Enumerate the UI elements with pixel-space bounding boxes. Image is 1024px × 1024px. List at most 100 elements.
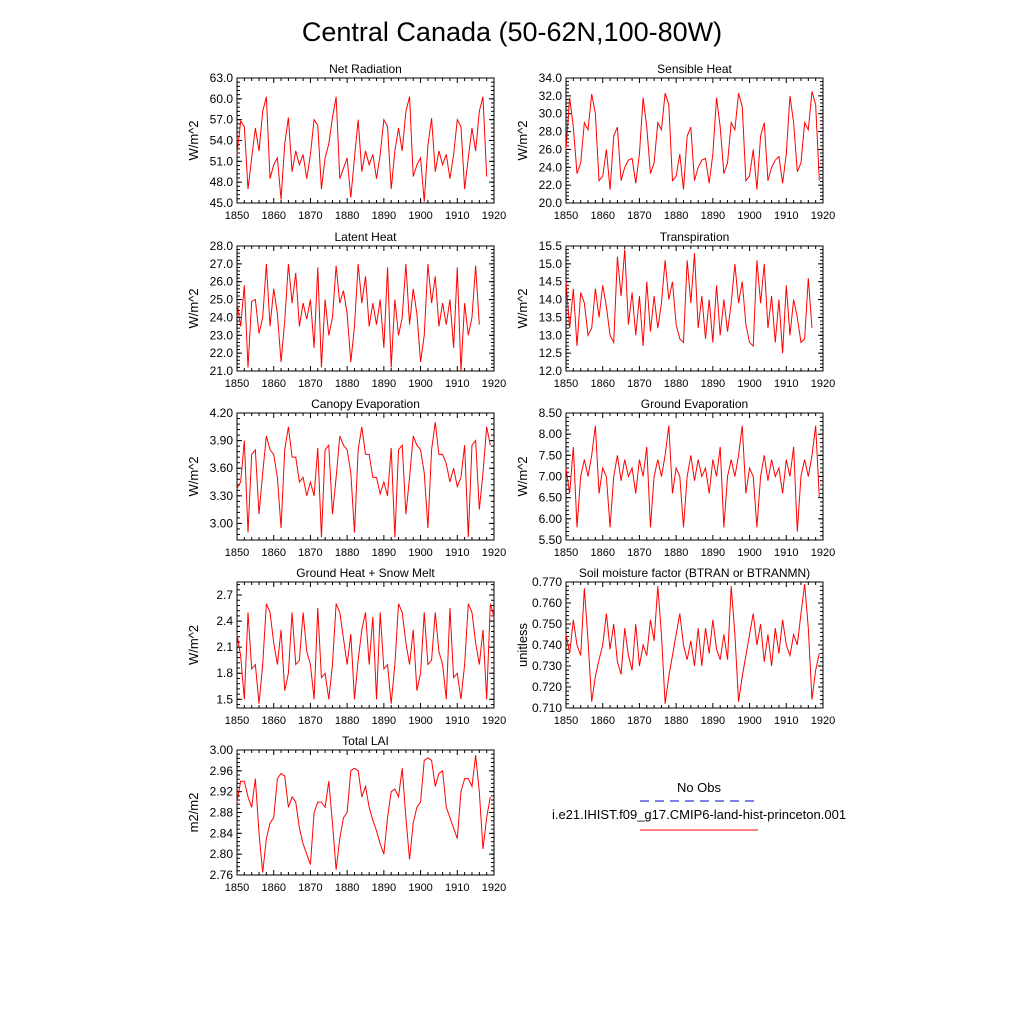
panel-3-frame: [236, 245, 495, 372]
panel-1-ytick-label: 48.0: [210, 175, 234, 189]
panel-6-ytick-label: 6.00: [539, 512, 563, 526]
panel-2: Sensible Heat W/m^2 1850 1860 1870 1880 1890 19…: [515, 62, 835, 222]
panel-2-xtick-label: 1910: [774, 210, 798, 222]
panel-6-ytick-label: 7.00: [539, 470, 563, 484]
panel-1-series-line: [236, 96, 488, 202]
panel-8-ytick-label: 0.740: [532, 638, 562, 652]
panel-8-ytick-label: 0.720: [532, 680, 562, 694]
panel-4: Transpiration W/m^2 1850 1860 1870 1880 1890 19…: [515, 230, 835, 390]
panel-4-ytick-label: 13.5: [539, 310, 563, 324]
panel-8-ytick-label: 0.770: [532, 575, 562, 589]
panel-4-xtick-label: 1900: [737, 378, 761, 390]
panel-9-ytick-label: 2.84: [210, 826, 234, 840]
panel-9-ytick-label: 2.92: [210, 785, 234, 799]
panel-2-frame: [565, 77, 824, 204]
panel-6-ytick-label: 8.50: [539, 406, 563, 420]
panel-7-series-line: [236, 603, 495, 704]
panel-1-title: Net Radiation: [329, 62, 402, 76]
panel-7-ytick-label: 1.5: [216, 692, 233, 706]
panel-6-series-line: [565, 425, 820, 532]
panel-5-title: Canopy Evaporation: [311, 397, 420, 411]
panel-3-series-line: [236, 263, 480, 372]
panel-3-title: Latent Heat: [334, 230, 397, 244]
panel-8-xtick-label: 1850: [554, 715, 578, 727]
panel-5-ytick-label: 4.20: [210, 406, 234, 420]
panel-1-xtick-label: 1860: [261, 210, 285, 222]
legend-obs-label: No Obs: [677, 780, 722, 795]
panel-9-title: Total LAI: [342, 734, 389, 748]
figure-title: Central Canada (50-62N,100-80W): [302, 17, 722, 47]
panel-4-xtick-label: 1880: [664, 378, 688, 390]
panel-5-xtick-label: 1860: [261, 547, 285, 559]
panel-7-ytick-label: 1.8: [216, 666, 233, 680]
legend-model-label: i.e21.IHIST.f09_g17.CMIP6-land-hist-prin…: [552, 807, 846, 822]
panel-9-ytick-label: 3.00: [210, 743, 234, 757]
panel-9-series-line: [236, 755, 491, 873]
panel-4-frame: [565, 245, 824, 372]
panel-6-xtick-label: 1910: [774, 547, 798, 559]
panel-8-ylabel: unitless: [515, 622, 530, 667]
panel-8-xtick-label: 1860: [590, 715, 614, 727]
panel-6-xtick-label: 1890: [701, 547, 725, 559]
panel-2-xtick-label: 1850: [554, 210, 578, 222]
panel-4-xtick-label: 1890: [701, 378, 725, 390]
panel-9-ytick-label: 2.88: [210, 806, 234, 820]
panel-4-title: Transpiration: [660, 230, 730, 244]
panel-7-ytick-label: 2.1: [216, 640, 233, 654]
panel-3-ytick-label: 23.0: [210, 328, 234, 342]
panel-5-xtick-label: 1870: [298, 547, 322, 559]
panel-2-ytick-label: 30.0: [539, 107, 563, 121]
panel-9-xtick-label: 1920: [482, 882, 506, 894]
panel-4-ytick-label: 14.5: [539, 275, 563, 289]
panel-8-ytick-label: 0.750: [532, 617, 562, 631]
panel-9-xtick-label: 1880: [335, 882, 359, 894]
panel-5-xtick-label: 1920: [482, 547, 506, 559]
panel-2-ytick-label: 26.0: [539, 142, 563, 156]
panel-7: Ground Heat + Snow Melt W/m^2 1850 1860 1870…: [186, 566, 506, 727]
panel-5-ylabel: W/m^2: [186, 456, 201, 496]
panel-5-ytick-label: 3.60: [210, 461, 234, 475]
panel-3-ytick-label: 27.0: [210, 257, 234, 271]
panel-4-xtick-label: 1910: [774, 378, 798, 390]
panel-4-ytick-label: 12.5: [539, 346, 563, 360]
panel-1-xtick-label: 1910: [445, 210, 469, 222]
panel-7-ytick-label: 2.4: [216, 614, 233, 628]
panel-8-frame: [565, 581, 824, 709]
panel-1-ytick-label: 60.0: [210, 92, 234, 106]
panel-2-ytick-label: 34.0: [539, 71, 563, 85]
panel-8-xtick-label: 1900: [737, 715, 761, 727]
panel-5-xtick-label: 1850: [225, 547, 249, 559]
panel-5-xtick-label: 1910: [445, 547, 469, 559]
panel-2-xtick-label: 1920: [811, 210, 835, 222]
panel-4-ytick-label: 13.0: [539, 328, 563, 342]
panel-7-xtick-label: 1910: [445, 715, 469, 727]
panel-3: Latent Heat W/m^2 1850 1860 1870 1880 1890 1900…: [186, 230, 506, 390]
panel-1-xtick-label: 1920: [482, 210, 506, 222]
panel-6-ytick-label: 5.50: [539, 533, 563, 547]
panel-8-ytick-label: 0.710: [532, 701, 562, 715]
panel-4-series-line: [565, 249, 813, 354]
panel-3-xtick-label: 1870: [298, 378, 322, 390]
panel-4-ytick-label: 15.5: [539, 239, 563, 253]
panel-2-xtick-label: 1860: [590, 210, 614, 222]
panel-9-ytick-label: 2.80: [210, 847, 234, 861]
panel-8-xtick-label: 1920: [811, 715, 835, 727]
panel-1-xtick-label: 1890: [372, 210, 396, 222]
panel-3-xtick-label: 1850: [225, 378, 249, 390]
panels: Net Radiation W/m^2 1850 1860 1870 1880 1890 19…: [186, 62, 835, 894]
panel-3-ytick-label: 22.0: [210, 346, 234, 360]
panel-7-ylabel: W/m^2: [186, 625, 201, 665]
panel-6-ytick-label: 6.50: [539, 491, 563, 505]
panel-8-xtick-label: 1890: [701, 715, 725, 727]
panel-9-ylabel: m2/m2: [186, 793, 201, 833]
panel-3-ytick-label: 21.0: [210, 364, 234, 378]
panel-1: Net Radiation W/m^2 1850 1860 1870 1880 1890 19…: [186, 62, 506, 222]
panel-8-title: Soil moisture factor (BTRAN or BTRANMN): [579, 566, 810, 580]
panel-4-xtick-label: 1860: [590, 378, 614, 390]
panel-9-xtick-label: 1870: [298, 882, 322, 894]
panel-7-xtick-label: 1860: [261, 715, 285, 727]
panel-7-xtick-label: 1920: [482, 715, 506, 727]
panel-1-ytick-label: 57.0: [210, 113, 234, 127]
panel-7-xtick-label: 1890: [372, 715, 396, 727]
